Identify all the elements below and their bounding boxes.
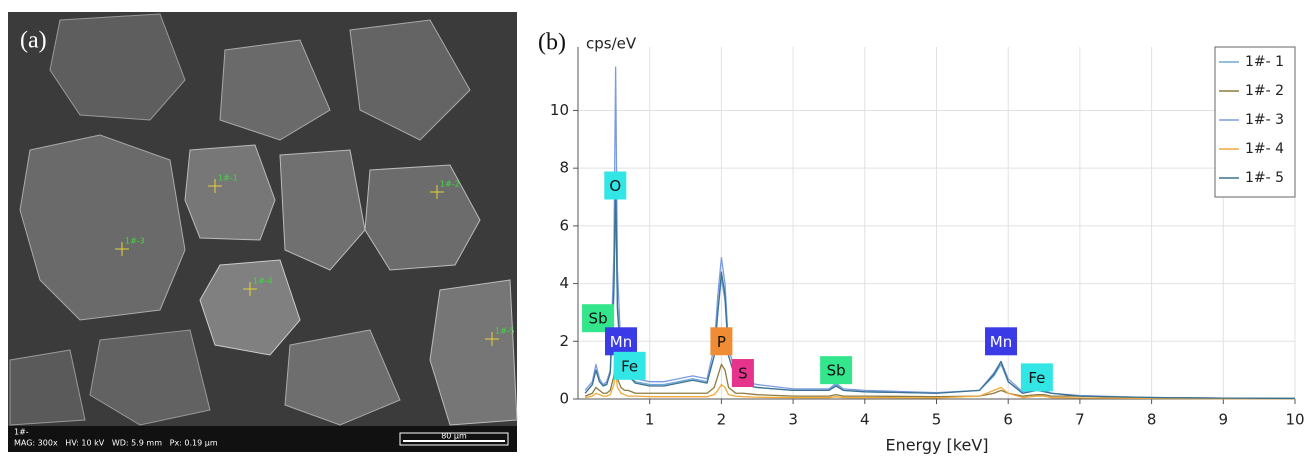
scale-bar-label: 80 µm [441,432,467,441]
annotation-label: Fe [1028,369,1045,387]
info-text: MAG: 300x HV: 10 kV WD: 5.9 mm Px: 0.19 … [14,439,218,448]
particle [184,144,276,241]
annotation-label: Sb [827,362,846,380]
annotation-box [731,359,754,388]
annotation-box [820,356,853,385]
annotation-box [613,351,646,380]
annotation-label: O [609,177,621,195]
legend-label: 1#- 2 [1245,83,1284,99]
legend-label: 1#- 3 [1245,112,1284,128]
x-tick-label: 2 [717,411,727,429]
y-tick-label: 10 [550,101,569,119]
particle [49,13,186,121]
particle [219,39,331,141]
particle [9,349,86,426]
spectrum-line [584,66,1296,400]
particle [199,259,301,356]
x-tick-label: 4 [860,411,870,429]
particle [429,279,518,426]
point-label: 1#-2 [440,180,460,189]
legend-label: 1#- 4 [1245,141,1284,157]
particle [349,19,471,141]
annotation-label: S [738,365,748,383]
x-tick-label: 1 [645,411,655,429]
x-tick-label: 8 [1147,411,1157,429]
annotation-box [710,327,733,356]
annotation-label: P [717,333,726,351]
particle [364,164,481,271]
annotation-box [1020,363,1053,392]
y-axis-label: cps/eV [586,35,637,53]
annotation-box [604,171,627,200]
spectrum-line [584,179,1296,400]
point-label: 1#-4 [253,277,273,286]
info-text: 1#- [14,428,29,437]
point-label: 1#-3 [125,237,145,246]
spectrum-line [584,190,1296,400]
point-label: 1#-5 [495,327,515,336]
x-tick-label: 6 [1003,411,1013,429]
point-label: 1#-1 [218,174,238,183]
annotation-label: Mn [610,333,632,351]
info-bar [8,426,517,452]
legend-label: 1#- 1 [1245,54,1284,70]
panel-label: (b) [538,30,566,56]
scale-bar-frame [399,432,509,446]
y-tick-label: 6 [559,216,569,234]
particle [19,134,186,321]
annotation-label: Fe [621,357,638,375]
x-tick-label: 3 [788,411,798,429]
particle [89,329,211,426]
particle [279,149,366,271]
y-tick-label: 0 [559,390,569,408]
y-tick-label: 4 [559,274,569,292]
y-tick-label: 8 [559,159,569,177]
legend-frame [1214,46,1296,198]
x-tick-label: 9 [1219,411,1229,429]
x-tick-label: 10 [1285,411,1304,429]
spectrum-line [585,369,1295,400]
annotation-label: Sb [589,310,608,328]
x-tick-label: 7 [1075,411,1085,429]
annotation-box [605,327,638,356]
annotation-box [985,327,1018,356]
x-tick-label: 5 [932,411,942,429]
point-markers: 1#-1 1#-2 1#-3 1#-4 1#-5 [115,174,515,346]
x-axis-label: Energy [keV] [885,436,988,455]
annotation-label: Mn [990,333,1012,351]
panel-label: (a) [20,28,47,54]
legend-label: 1#- 5 [1245,170,1284,186]
sem-image [8,12,518,452]
particle [284,329,401,426]
y-tick-label: 2 [559,332,569,350]
